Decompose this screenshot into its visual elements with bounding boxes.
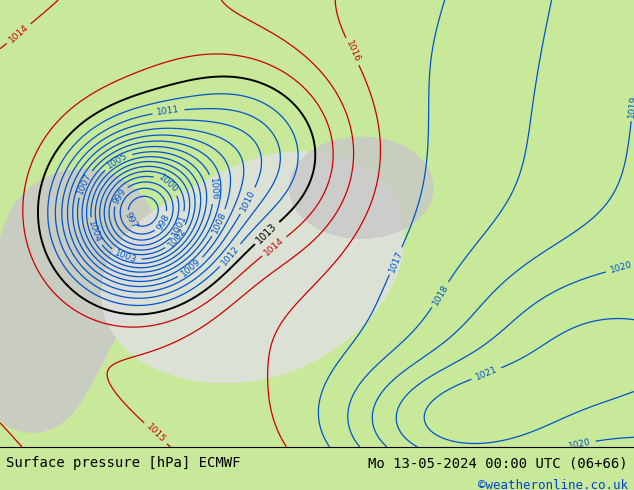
- Text: Mo 13-05-2024 00:00 UTC (06+66): Mo 13-05-2024 00:00 UTC (06+66): [368, 456, 628, 470]
- Text: 1001: 1001: [171, 213, 188, 238]
- Text: 1017: 1017: [387, 248, 404, 273]
- Text: 1020: 1020: [568, 437, 592, 451]
- Text: 1002: 1002: [166, 226, 188, 249]
- Text: 1004: 1004: [86, 220, 103, 244]
- Text: ©weatheronline.co.uk: ©weatheronline.co.uk: [477, 479, 628, 490]
- Text: 1016: 1016: [344, 39, 361, 64]
- Text: 1013: 1013: [255, 221, 280, 245]
- Text: 1005: 1005: [105, 151, 130, 171]
- Text: 1019: 1019: [627, 95, 634, 118]
- Text: 1000: 1000: [157, 172, 179, 195]
- Text: 1010: 1010: [238, 189, 257, 213]
- Text: 1011: 1011: [157, 105, 181, 118]
- Text: 1018: 1018: [430, 282, 450, 307]
- Text: 1014: 1014: [262, 236, 286, 257]
- Text: 997: 997: [123, 211, 139, 230]
- Text: 1020: 1020: [609, 260, 633, 275]
- Text: 1008: 1008: [210, 211, 228, 235]
- Text: 1007: 1007: [75, 172, 93, 196]
- Text: 1015: 1015: [144, 422, 167, 445]
- Text: 999: 999: [111, 186, 127, 206]
- Text: Surface pressure [hPa] ECMWF: Surface pressure [hPa] ECMWF: [6, 456, 241, 470]
- Text: 1014: 1014: [7, 23, 30, 45]
- Text: 1021: 1021: [474, 365, 498, 382]
- Text: 1012: 1012: [219, 244, 241, 267]
- Text: 1003: 1003: [113, 248, 138, 265]
- Text: 998: 998: [155, 212, 171, 231]
- Text: 1009: 1009: [179, 257, 203, 279]
- Text: 1006: 1006: [207, 177, 219, 201]
